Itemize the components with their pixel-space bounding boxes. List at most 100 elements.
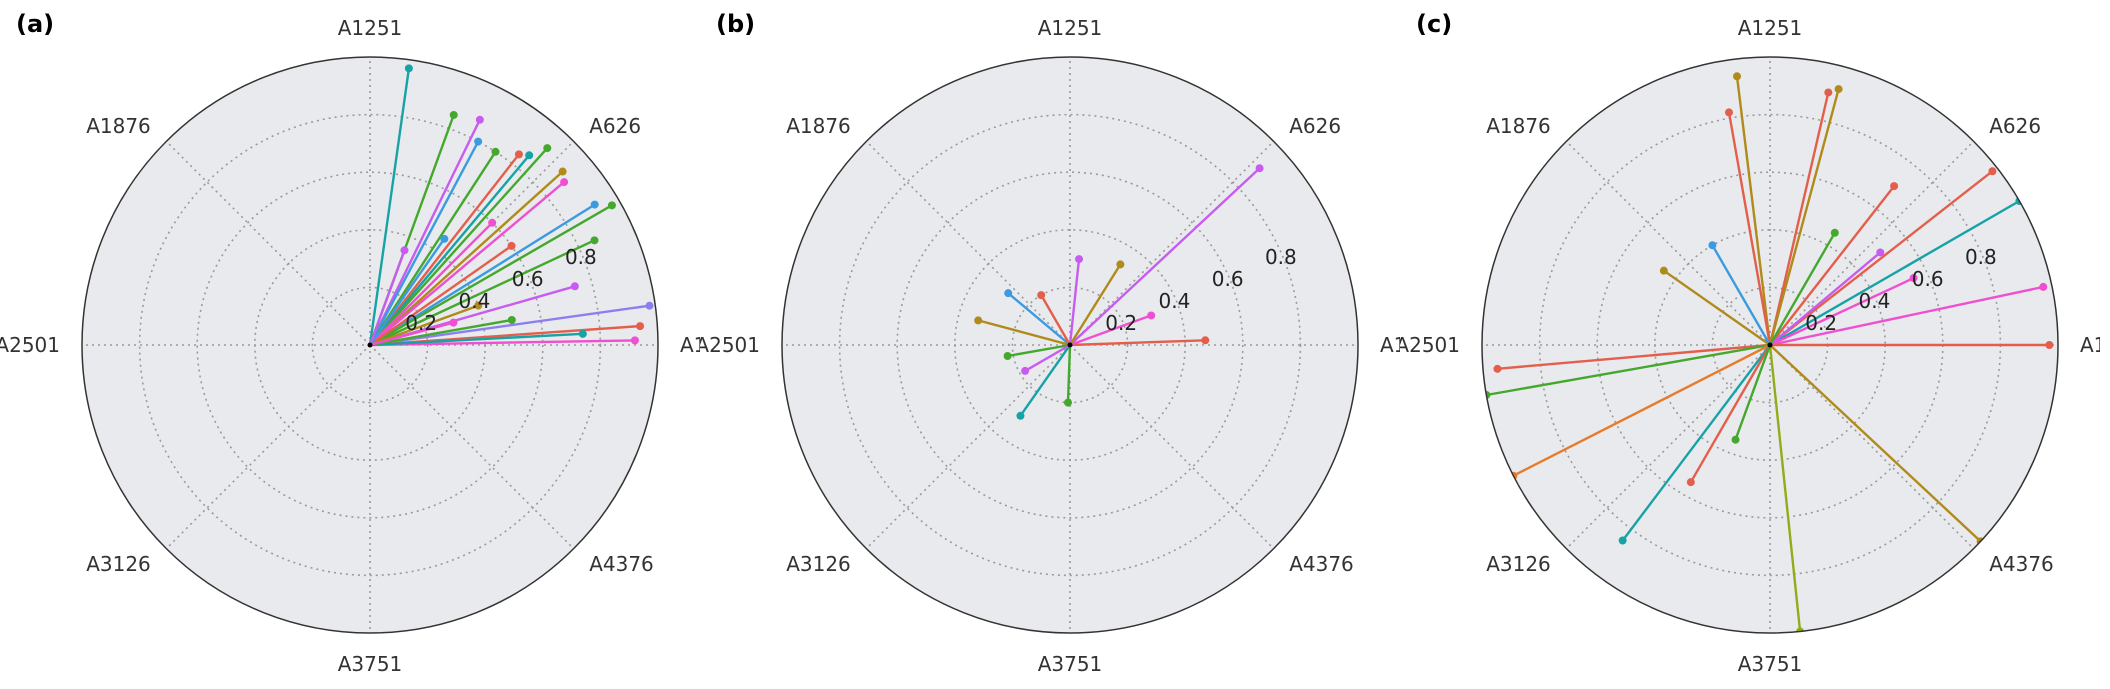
series-group (368, 64, 654, 347)
radial-grid-ring (838, 113, 1302, 577)
series-point-9-0 (1037, 291, 1046, 300)
polar-outer-border (781, 56, 1359, 634)
series-point-7-0 (543, 144, 552, 153)
angular-tick-label: A3126 (786, 552, 851, 576)
polar-center (367, 342, 373, 348)
series-line-10 (1007, 343, 1071, 358)
series-point-24-0 (449, 318, 458, 327)
series-line-15 (1769, 344, 1982, 543)
series-line-2 (1768, 92, 1830, 346)
series-line-14 (1768, 344, 1802, 632)
series-line-21 (369, 238, 446, 346)
series-point-9-0 (560, 178, 569, 187)
series-line-0 (1735, 76, 1772, 346)
series-line-12 (369, 239, 596, 347)
panel-c-label: (c) (1416, 10, 1453, 38)
angular-tick-label: A3751 (1738, 652, 1803, 676)
angular-grid-spoke (165, 344, 371, 550)
series-point-16-0 (636, 322, 645, 331)
series-point-0-0 (404, 64, 413, 73)
angular-tick-label: A1876 (786, 114, 851, 138)
series-point-14-0 (570, 282, 579, 291)
series-line-12 (1621, 344, 1771, 542)
panel-a: (a) A1 A626 A1251 A1876 A2501 A3126 A3751 A4376… (0, 0, 700, 689)
series-point-0-0 (1255, 164, 1264, 173)
angular-grid-spoke (1069, 140, 1275, 346)
series-line-7 (1019, 344, 1071, 417)
series-line-5 (369, 153, 520, 346)
series-line-11 (1512, 343, 1771, 477)
angular-tick-label: A3751 (1038, 652, 1103, 676)
series-point-2-0 (475, 115, 484, 124)
angular-tick-label: A1876 (86, 114, 151, 138)
series-line-10 (369, 203, 596, 347)
series-point-0-0 (1733, 72, 1742, 81)
series-point-18-0 (578, 329, 587, 338)
polar-center (1067, 342, 1073, 348)
angular-tick-label: A626 (1289, 114, 1341, 138)
series-point-17-0 (1876, 248, 1885, 257)
series-line-8 (1066, 344, 1072, 403)
radial-tick-label: 0.6 (512, 267, 544, 291)
series-line-2 (1068, 258, 1081, 346)
angular-tick-label: A1 (680, 333, 700, 357)
series-point-1-0 (1724, 108, 1733, 117)
series-point-8-0 (1063, 398, 1072, 407)
series-point-13-0 (1686, 478, 1695, 487)
series-line-9 (1040, 294, 1072, 346)
series-point-3-0 (1834, 85, 1843, 94)
series-line-0 (368, 68, 411, 346)
angular-tick-label: A1251 (338, 16, 403, 40)
series-line-1 (1069, 339, 1206, 347)
angular-tick-label: A1876 (1486, 114, 1551, 138)
series-line-3 (1068, 263, 1122, 346)
series-line-9 (369, 181, 565, 346)
angular-tick-label: A626 (589, 114, 641, 138)
series-point-21-0 (1731, 435, 1740, 444)
series-line-19 (1768, 232, 1836, 346)
series-point-17-0 (630, 336, 639, 345)
series-line-5 (1769, 170, 1994, 346)
angular-tick-label: A4376 (1289, 552, 1354, 576)
polar-chart-c: A1 A626 A1251 A1876 A2501 A3126 A3751 A4376 0.2 0… (1400, 16, 2100, 676)
series-point-20-0 (1708, 241, 1717, 250)
series-line-5 (1007, 292, 1071, 346)
radial-tick-label: 0.2 (1105, 311, 1137, 335)
series-line-11 (369, 204, 613, 347)
series-line-17 (1769, 251, 1882, 346)
series-line-3 (1768, 88, 1840, 346)
radial-grid-ring (138, 113, 602, 577)
series-point-19-0 (1830, 228, 1839, 237)
series-point-15-0 (645, 301, 654, 310)
series-line-7 (1769, 285, 2044, 347)
polar-chart-b: A1 A626 A1251 A1876 A2501 A3126 A3751 A4376 0.2 0… (700, 16, 1400, 676)
angular-tick-label: A4376 (589, 552, 654, 576)
radial-tick-label: 0.8 (565, 245, 597, 269)
series-point-23-0 (474, 301, 483, 310)
series-line-16 (1663, 269, 1771, 346)
polar-outer-border (81, 56, 659, 634)
series-point-10-0 (1003, 352, 1012, 361)
series-point-3-0 (1116, 260, 1125, 269)
series-point-1-0 (1201, 336, 1210, 345)
series-point-5-0 (1988, 167, 1997, 176)
panel-c: (c) A1 A626 A1251 A1876 A2501 A3126 A3751 A4376… (1400, 0, 2100, 689)
series-point-11-0 (1021, 366, 1030, 375)
series-point-3-0 (474, 137, 483, 146)
angular-tick-label: A1251 (1038, 16, 1103, 40)
polar-center (1767, 342, 1773, 348)
angular-grid-spoke (865, 344, 1071, 550)
angular-grid-spoke (1565, 344, 1771, 550)
angular-tick-label: A2501 (0, 333, 60, 357)
angular-grid-spoke (865, 140, 1071, 346)
series-point-20-0 (507, 241, 516, 250)
series-line-10 (1486, 343, 1771, 397)
radial-tick-label: 0.6 (1212, 267, 1244, 291)
radial-tick-label: 0.8 (1265, 245, 1297, 269)
series-line-6 (1769, 199, 2021, 347)
series-line-21 (1734, 344, 1772, 441)
angular-grid-spoke (1769, 140, 1975, 346)
series-point-2-0 (1075, 255, 1084, 264)
radial-tick-label: 0.4 (1859, 289, 1891, 313)
series-line-13 (369, 221, 494, 346)
